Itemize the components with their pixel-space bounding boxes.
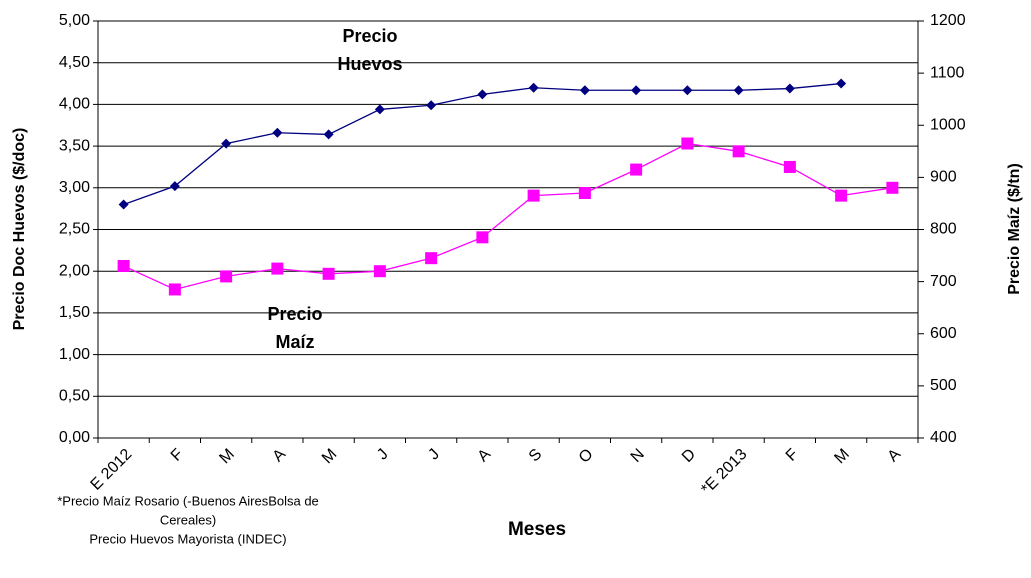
marker — [271, 262, 284, 275]
y2-tick-label: 700 — [930, 273, 957, 290]
y-tick-label: 1,50 — [59, 304, 90, 321]
y2-tick-label: 1000 — [930, 116, 966, 133]
y-tick-label: 4,50 — [59, 54, 90, 71]
y-tick-label: 5,00 — [59, 12, 90, 29]
y2-tick-label: 800 — [930, 221, 957, 238]
x-tick-label: A — [885, 446, 905, 466]
marker — [631, 85, 642, 96]
x-axis-label: Meses — [508, 519, 566, 540]
marker — [168, 283, 181, 296]
marker — [579, 85, 590, 96]
marker — [476, 231, 489, 244]
marker — [117, 259, 130, 272]
x-tick-label: S — [526, 446, 546, 466]
x-tick-label: M — [216, 446, 237, 467]
annotation: Precio — [267, 304, 322, 324]
marker — [836, 78, 847, 89]
y-tick-label: 0,50 — [59, 388, 90, 405]
marker — [425, 252, 438, 265]
y2-tick-label: 1100 — [930, 64, 965, 81]
x-tick-label: *E 2013 — [698, 446, 750, 498]
marker — [784, 83, 795, 94]
marker — [886, 181, 899, 194]
x-tick-label: A — [270, 446, 290, 466]
footnote: *Precio Maíz Rosario (-Buenos AiresBolsa… — [57, 493, 319, 508]
marker — [681, 137, 694, 150]
marker — [477, 89, 488, 100]
x-tick-label: F — [168, 446, 187, 465]
x-tick-label: M — [831, 446, 852, 467]
annotation: Precio — [342, 26, 397, 46]
x-tick-label: A — [475, 446, 495, 466]
x-tick-label: N — [628, 446, 648, 466]
series-line — [123, 82, 842, 206]
marker — [578, 187, 591, 200]
annotation: Maíz — [275, 332, 314, 352]
marker — [322, 267, 335, 280]
marker — [630, 163, 643, 176]
marker — [783, 160, 796, 173]
y2-tick-label: 500 — [930, 377, 957, 394]
x-tick-label: J — [425, 446, 443, 464]
marker — [272, 127, 283, 138]
y-tick-label: 1,00 — [59, 346, 90, 363]
series-line — [123, 142, 893, 291]
y-tick-label: 2,50 — [59, 221, 90, 238]
annotation: Huevos — [337, 54, 402, 74]
marker — [169, 181, 180, 192]
marker — [374, 104, 385, 115]
marker — [527, 189, 540, 202]
x-tick-label: O — [576, 446, 597, 467]
x-tick-label: E 2012 — [88, 446, 136, 494]
marker — [682, 85, 693, 96]
y-axis-label: Precio Doc Huevos ($/doc) — [11, 128, 28, 331]
y-tick-label: 3,50 — [59, 137, 90, 154]
y2-tick-label: 600 — [930, 325, 957, 342]
marker — [835, 189, 848, 202]
marker — [732, 145, 745, 158]
marker — [221, 138, 232, 149]
x-tick-label: M — [319, 446, 340, 467]
footnote: Precio Huevos Mayorista (INDEC) — [89, 531, 286, 546]
footnote: Cereales) — [160, 512, 216, 527]
y-tick-label: 0,00 — [59, 429, 90, 446]
y2-axis-label: Precio Maíz ($/tn) — [1006, 163, 1023, 295]
y2-tick-label: 1200 — [930, 12, 966, 29]
marker — [426, 100, 437, 111]
marker — [118, 199, 129, 210]
y-tick-label: 2,00 — [59, 262, 90, 279]
y-tick-label: 4,00 — [59, 96, 90, 113]
y-tick-label: 3,00 — [59, 179, 90, 196]
x-tick-label: D — [679, 446, 699, 466]
marker — [323, 129, 334, 140]
marker — [220, 270, 233, 283]
y2-tick-label: 900 — [930, 169, 957, 186]
marker — [373, 265, 386, 278]
marker — [733, 85, 744, 96]
marker — [528, 82, 539, 93]
x-tick-label: J — [374, 446, 392, 464]
x-tick-label: F — [783, 446, 802, 465]
y2-tick-label: 400 — [930, 429, 957, 446]
